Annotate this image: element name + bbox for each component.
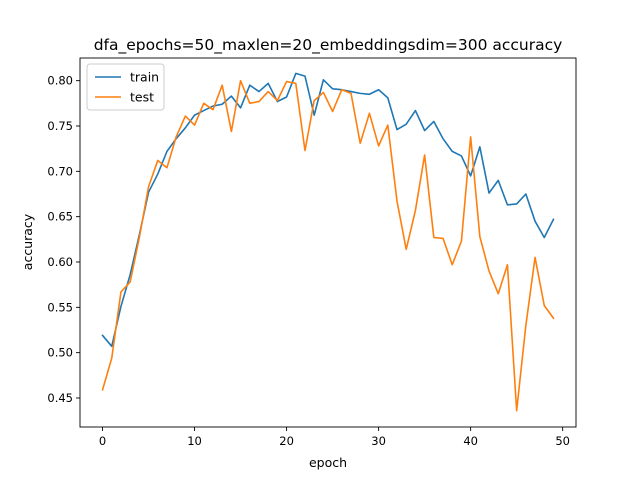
- legend-label-train: train: [130, 70, 159, 85]
- y-axis: 0.45 0.50 0.55 0.60 0.65 0.70 0.75 0.80: [47, 74, 80, 405]
- legend: train test: [86, 63, 165, 111]
- x-tick-label: 10: [187, 434, 202, 448]
- x-tick-label: 0: [99, 434, 106, 448]
- x-tick-label: 40: [463, 434, 478, 448]
- x-axis-label: epoch: [309, 455, 347, 470]
- y-axis-label: accuracy: [20, 213, 35, 270]
- chart-title: dfa_epochs=50_maxlen=20_embeddingsdim=30…: [94, 36, 563, 55]
- series-line-train: [101, 72, 555, 348]
- plot-frame: [79, 57, 577, 428]
- y-tick-label: 0.45: [47, 391, 73, 405]
- y-tick-label: 0.70: [47, 164, 73, 178]
- x-tick-label: 20: [279, 434, 294, 448]
- plot-area: [79, 57, 577, 428]
- y-tick-label: 0.50: [47, 346, 73, 360]
- x-tick-label: 50: [555, 434, 570, 448]
- y-tick-label: 0.65: [47, 210, 73, 224]
- legend-label-test: test: [130, 90, 154, 105]
- y-tick-label: 0.55: [47, 300, 73, 314]
- legend-box: [86, 63, 165, 111]
- y-tick-label: 0.75: [47, 119, 73, 133]
- y-tick-label: 0.60: [47, 255, 73, 269]
- x-tick-label: 30: [371, 434, 386, 448]
- x-axis: 0 10 20 30 40 50: [99, 427, 570, 448]
- series-line-test: [101, 79, 555, 412]
- y-tick-label: 0.80: [47, 74, 73, 88]
